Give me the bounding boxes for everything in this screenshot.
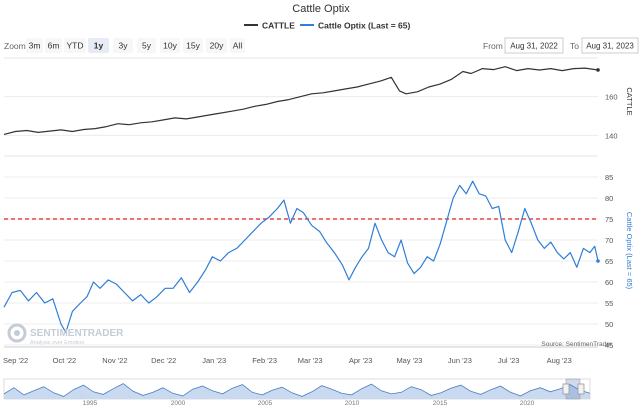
- navigator-tick-label-2015: 2015: [433, 400, 448, 407]
- range-from-value: Aug 31, 2022: [510, 42, 558, 51]
- watermark-brand: SENTIMENTRADER: [30, 328, 124, 339]
- legend: CATTLE Cattle Optix (Last = 65): [244, 21, 411, 31]
- y-tick-label-65: 65: [605, 257, 613, 266]
- zoom-button-all[interactable]: All: [230, 38, 245, 53]
- y-tick-label-55: 55: [605, 299, 613, 308]
- axis-title-cattle: CATTLE: [625, 87, 634, 115]
- cattle-panel: 140 160 CATTLE: [3, 57, 634, 140]
- zoom-button-bg: [160, 38, 180, 53]
- y-tick-label-45: 45: [605, 341, 613, 350]
- zoom-button-label: 10y: [163, 41, 177, 51]
- zoom-button-bg: [206, 38, 227, 53]
- y-tick-label-160: 160: [605, 93, 618, 102]
- zoom-button-ytd[interactable]: YTD: [64, 38, 86, 53]
- zoom-button-label: 20y: [210, 41, 224, 51]
- navigator-line: [3, 383, 591, 397]
- zoom-button-1y[interactable]: 1y: [88, 38, 109, 53]
- navigator-tick-label-2020: 2020: [520, 400, 535, 407]
- x-tick-label-jan-23: Jan '23: [202, 356, 226, 365]
- x-tick-label-sep-22: Sep '22: [3, 356, 28, 365]
- x-tick-label-apr-23: Apr '23: [349, 356, 373, 365]
- cattle-line-last-point: [596, 68, 600, 72]
- y-tick-label-140: 140: [605, 131, 618, 140]
- zoom-button-bg: [26, 38, 43, 53]
- x-axis: Sep '22 Oct '22 Nov '22 Dec '22 Jan '23 Feb '…: [3, 346, 598, 365]
- x-tick-label-jun-23: Jun '23: [448, 356, 472, 365]
- zoom-button-5y[interactable]: 5y: [137, 38, 156, 53]
- watermark-logo-center-icon: [14, 330, 20, 336]
- zoom-button-3m[interactable]: 3m: [26, 38, 43, 53]
- optix-line-last-point: [596, 259, 600, 263]
- zoom-button-bg: [45, 38, 62, 53]
- zoom-button-bg: [230, 38, 245, 53]
- zoom-button-label: 3m: [29, 41, 41, 51]
- navigator-tick-label-2005: 2005: [258, 400, 273, 407]
- range-to-label: To: [570, 41, 579, 51]
- y-tick-label-60: 60: [605, 278, 613, 287]
- source-note: Source: SentimenTrader: [541, 341, 612, 348]
- x-tick-label-mar-23: Mar '23: [298, 356, 323, 365]
- zoom-button-label: 5y: [142, 41, 152, 51]
- navigator-handle-left[interactable]: [562, 383, 570, 395]
- y-tick-label-75: 75: [605, 215, 613, 224]
- navigator-tick-label-2010: 2010: [345, 400, 360, 407]
- optix-panel: 45 50 55 60 65 70 75 80 85 Cattle Optix (Last = 6…: [3, 155, 634, 350]
- y-tick-label-80: 80: [605, 194, 613, 203]
- zoom-button-bg: [113, 38, 133, 53]
- legend-optix-label[interactable]: Cattle Optix (Last = 65): [318, 21, 411, 31]
- optix-line: [3, 180, 599, 333]
- navigator-area: [4, 383, 590, 399]
- range-from-input[interactable]: [504, 37, 564, 54]
- range-from-label: From: [483, 41, 503, 51]
- zoom-button-label: All: [233, 41, 243, 51]
- zoom-button-label: 1y: [94, 41, 104, 51]
- zoom-button-label: 3y: [119, 41, 129, 51]
- x-tick-label-oct-22: Oct '22: [53, 356, 77, 365]
- x-tick-label-feb-23: Feb '23: [252, 356, 277, 365]
- legend-cattle-label[interactable]: CATTLE: [262, 21, 295, 31]
- zoom-button-label: 6m: [48, 41, 60, 51]
- navigator-handle-right[interactable]: [577, 383, 585, 395]
- x-tick-label-may-23: May '23: [396, 356, 422, 365]
- navigator-tick-label-2000: 2000: [171, 400, 186, 407]
- zoom-button-label: YTD: [67, 41, 84, 51]
- watermark-tagline: Analysis over Emotion: [30, 340, 84, 346]
- navigator[interactable]: 1995 2000 2005 2010 2015 2020: [3, 378, 591, 407]
- zoom-button-bg: [183, 38, 203, 53]
- zoom-button-3y[interactable]: 3y: [113, 38, 133, 53]
- y-tick-label-70: 70: [605, 236, 613, 245]
- chart-title: Cattle Optix: [292, 3, 350, 15]
- zoom-label: Zoom: [4, 41, 26, 51]
- zoom-button-bg: [64, 38, 86, 53]
- watermark: SENTIMENTRADER Analysis over Emotion: [7, 323, 124, 346]
- y-tick-label-50: 50: [605, 320, 613, 329]
- x-tick-label-nov-22: Nov '22: [102, 356, 127, 365]
- zoom-button-bg: [88, 38, 109, 53]
- zoom-button-label: 15y: [186, 41, 200, 51]
- zoom-button-15y[interactable]: 15y: [183, 38, 203, 53]
- cattle-line: [3, 66, 599, 135]
- zoom-buttons: 3m 6m YTD 1y 3y 5y 10y 15y 20y All: [26, 38, 245, 53]
- x-tick-label-aug-23: Aug '23: [547, 356, 572, 365]
- navigator-tick-label-1995: 1995: [83, 400, 98, 407]
- zoom-button-20y[interactable]: 20y: [206, 38, 227, 53]
- x-tick-label-jul-23: Jul '23: [498, 356, 519, 365]
- zoom-button-10y[interactable]: 10y: [160, 38, 180, 53]
- y-tick-label-85: 85: [605, 173, 613, 182]
- watermark-logo-icon: [7, 323, 27, 343]
- zoom-button-6m[interactable]: 6m: [45, 38, 62, 53]
- x-tick-label-dec-22: Dec '22: [151, 356, 176, 365]
- zoom-button-bg: [137, 38, 156, 53]
- range-to-input[interactable]: [581, 37, 639, 54]
- axis-title-cattle-optix-last-65: Cattle Optix (Last = 65): [625, 212, 634, 290]
- range-to-value: Aug 31, 2023: [586, 42, 634, 51]
